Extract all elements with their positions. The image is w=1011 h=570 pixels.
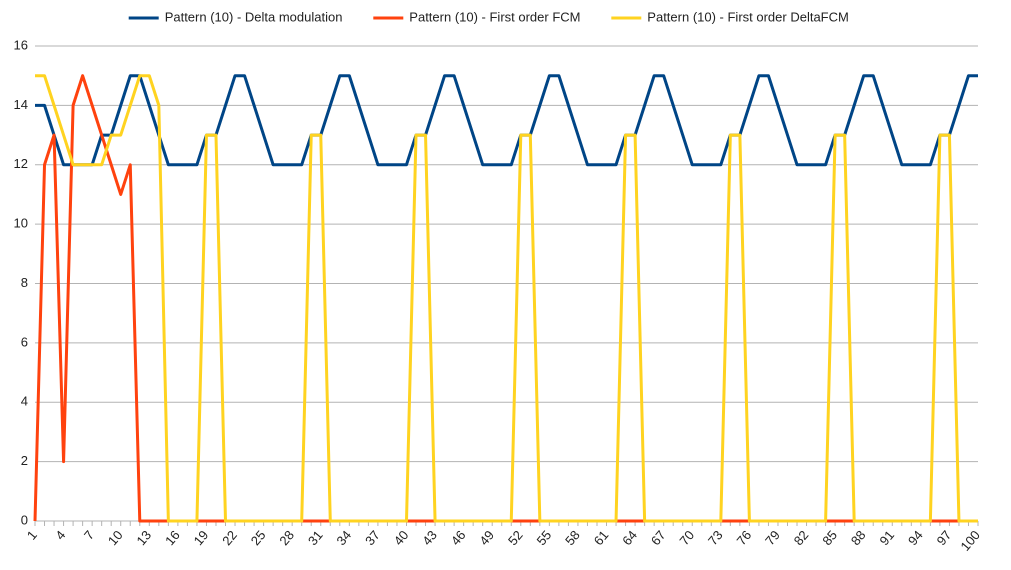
x-tick-label: 4 bbox=[52, 527, 68, 542]
y-tick-label: 10 bbox=[14, 216, 28, 231]
x-tick-label: 67 bbox=[648, 527, 669, 548]
x-tick-label: 16 bbox=[162, 527, 183, 548]
x-tick-label: 52 bbox=[505, 527, 526, 548]
x-tick-label: 55 bbox=[534, 527, 555, 548]
series-line bbox=[35, 74, 978, 167]
series-line bbox=[33, 74, 978, 523]
x-tick-label: 37 bbox=[362, 527, 383, 548]
x-tick-label: 31 bbox=[305, 527, 326, 548]
x-tick-label: 61 bbox=[591, 527, 612, 548]
x-tick-label: 58 bbox=[562, 527, 583, 548]
x-tick-label: 94 bbox=[905, 527, 926, 548]
x-tick-label: 13 bbox=[133, 527, 154, 548]
x-tick-label: 88 bbox=[848, 527, 869, 548]
x-tick-label: 82 bbox=[791, 527, 812, 548]
series-line bbox=[35, 74, 978, 523]
y-tick-label: 0 bbox=[21, 512, 28, 527]
y-tick-label: 4 bbox=[21, 394, 28, 409]
x-tick-label: 22 bbox=[219, 527, 240, 548]
x-tick-label: 64 bbox=[619, 527, 640, 548]
legend-label: Pattern (10) - First order FCM bbox=[409, 9, 580, 24]
x-tick-label: 40 bbox=[391, 527, 412, 548]
x-tick-label: 7 bbox=[81, 527, 97, 542]
x-tick-label: 34 bbox=[333, 527, 354, 548]
x-tick-label: 46 bbox=[448, 527, 469, 548]
x-tick-label: 10 bbox=[105, 527, 126, 548]
x-tick-label: 76 bbox=[734, 527, 755, 548]
x-tick-label: 70 bbox=[676, 527, 697, 548]
legend-label: Pattern (10) - First order DeltaFCM bbox=[647, 9, 849, 24]
y-tick-label: 8 bbox=[21, 275, 28, 290]
y-tick-label: 2 bbox=[21, 453, 28, 468]
x-tick-label: 25 bbox=[248, 527, 269, 548]
x-tick-label: 79 bbox=[762, 527, 783, 548]
x-tick-label: 85 bbox=[819, 527, 840, 548]
x-tick-label: 97 bbox=[934, 527, 955, 548]
y-tick-label: 16 bbox=[14, 37, 28, 52]
x-tick-label: 100 bbox=[957, 527, 982, 553]
y-tick-label: 12 bbox=[14, 156, 28, 171]
x-tick-label: 1 bbox=[24, 527, 40, 542]
x-tick-label: 28 bbox=[276, 527, 297, 548]
x-tick-label: 91 bbox=[876, 527, 897, 548]
legend-label: Pattern (10) - Delta modulation bbox=[165, 9, 343, 24]
x-tick-label: 49 bbox=[476, 527, 497, 548]
x-tick-label: 73 bbox=[705, 527, 726, 548]
x-tick-label: 19 bbox=[191, 527, 212, 548]
y-tick-label: 6 bbox=[21, 334, 28, 349]
y-tick-label: 14 bbox=[14, 97, 28, 112]
x-tick-label: 43 bbox=[419, 527, 440, 548]
